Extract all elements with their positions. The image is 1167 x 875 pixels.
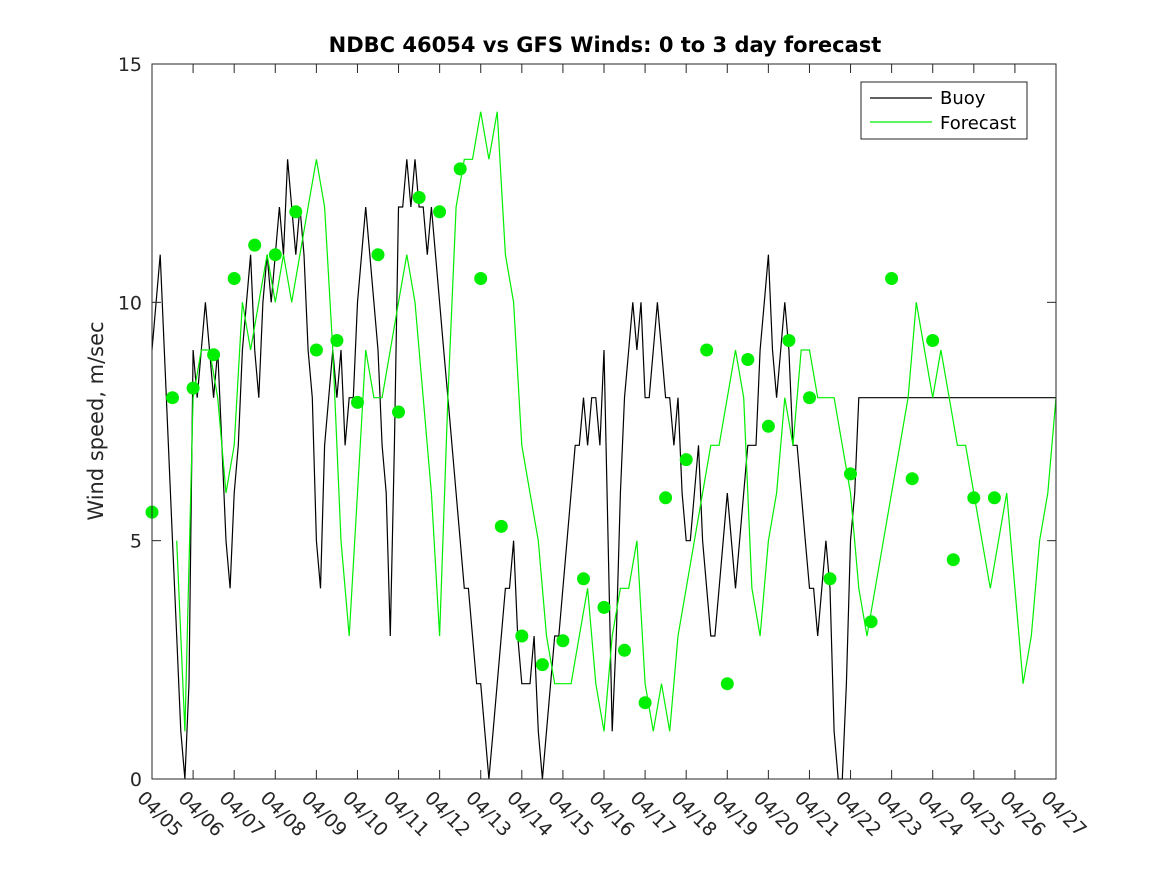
y-axis-label: Wind speed, m/sec [84, 321, 108, 520]
forecast-series-line [176, 111, 1057, 732]
forecast-marker [761, 419, 775, 433]
forecast-marker [905, 472, 919, 486]
chart-title: NDBC 46054 vs GFS Winds: 0 to 3 day fore… [329, 33, 882, 57]
forecast-marker [309, 343, 323, 357]
y-tick-label: 5 [130, 531, 142, 553]
forecast-marker [926, 334, 940, 347]
forecast-marker [967, 491, 981, 505]
forecast-marker [412, 191, 426, 204]
forecast-marker [597, 600, 611, 614]
forecast-marker [659, 491, 673, 505]
forecast-marker [433, 205, 447, 219]
forecast-marker [268, 248, 282, 262]
forecast-marker [844, 467, 857, 481]
forecast-marker [720, 677, 734, 691]
forecast-marker [987, 491, 1001, 505]
forecast-marker [453, 162, 467, 176]
forecast-marker [556, 634, 570, 648]
y-tick-label: 0 [130, 769, 142, 791]
forecast-marker [515, 629, 529, 643]
forecast-marker [186, 381, 200, 395]
forecast-marker [474, 272, 488, 285]
forecast-marker [577, 572, 590, 586]
forecast-marker [700, 343, 714, 357]
forecast-marker [638, 696, 652, 710]
forecast-marker [741, 353, 755, 366]
forecast-marker [864, 615, 878, 629]
forecast-marker [946, 553, 960, 567]
y-tick-label: 15 [118, 54, 142, 76]
forecast-marker [371, 248, 385, 262]
forecast-marker [248, 238, 262, 252]
forecast-marker [351, 395, 364, 409]
legend-label-buoy: Buoy [940, 88, 986, 109]
forecast-marker [803, 391, 816, 405]
forecast-marker [782, 334, 796, 347]
forecast-marker [679, 453, 693, 467]
forecast-marker [885, 272, 899, 285]
y-axis: 0 5 10 15 [118, 54, 1056, 791]
forecast-marker [618, 643, 631, 657]
forecast-marker [166, 391, 179, 405]
forecast-marker [392, 405, 405, 419]
legend-label-forecast: Forecast [940, 113, 1016, 134]
forecast-marker [227, 272, 241, 285]
forecast-marker [823, 572, 837, 586]
legend-box [860, 81, 1028, 140]
forecast-marker [535, 658, 549, 672]
forecast-marker [289, 205, 303, 219]
legend: Buoy Forecast [860, 81, 1028, 140]
forecast-marker [494, 519, 508, 533]
forecast-marker [207, 348, 221, 362]
forecast-marker [330, 334, 344, 347]
y-tick-label: 10 [118, 292, 142, 314]
